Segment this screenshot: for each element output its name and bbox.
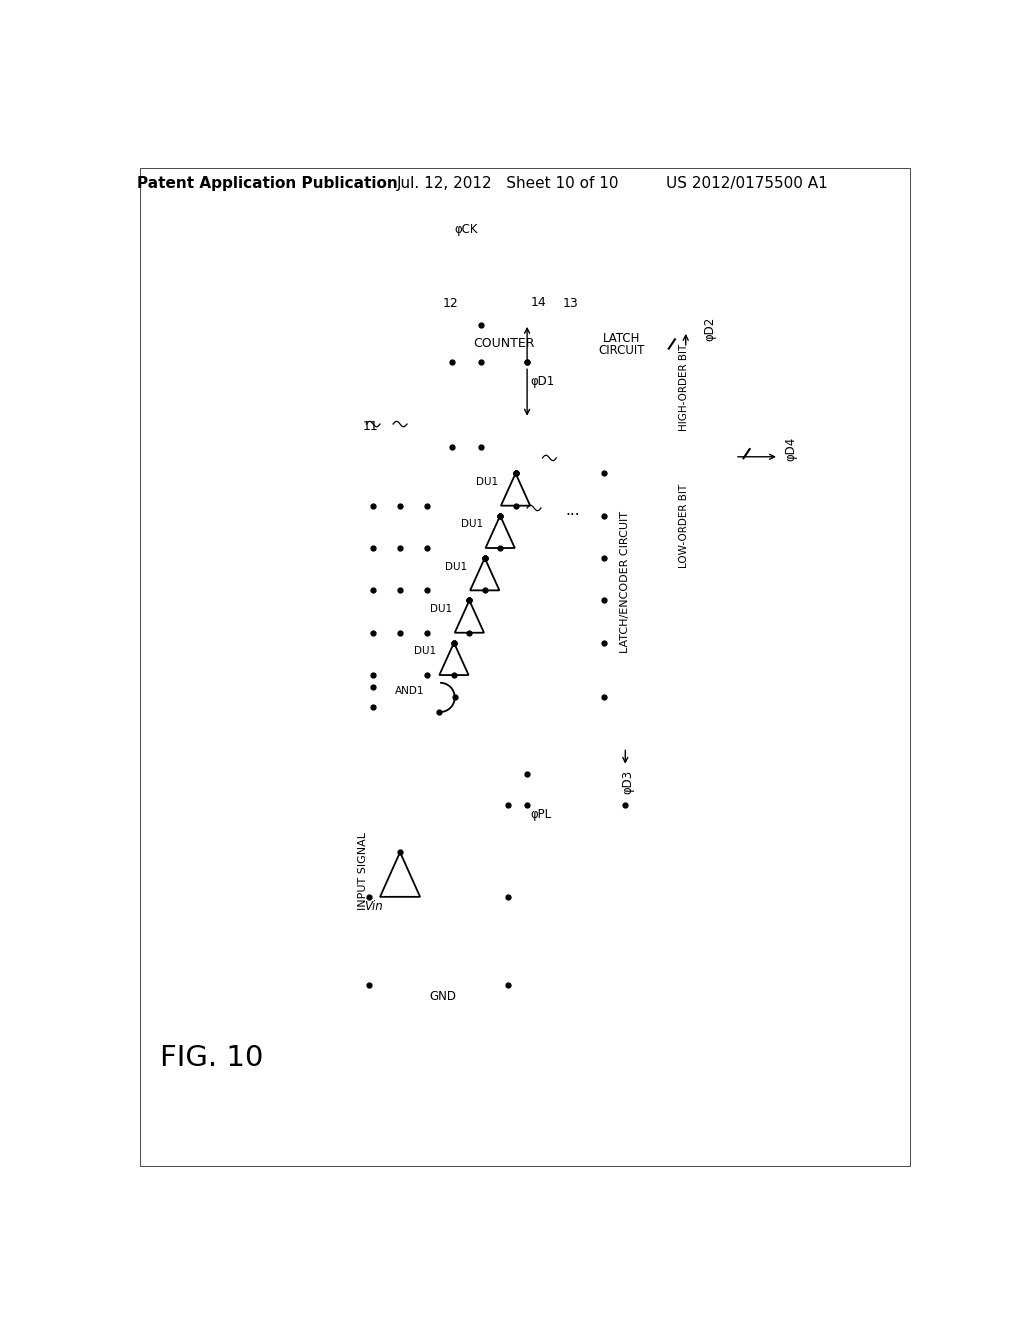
Text: DU1: DU1 (445, 561, 467, 572)
Text: 13: 13 (563, 297, 579, 310)
Bar (466, 326, 543, 363)
Text: LOW-ORDER BIT: LOW-ORDER BIT (679, 484, 689, 568)
Text: φPL: φPL (530, 808, 551, 821)
Text: 11: 11 (362, 420, 379, 433)
Text: AND1: AND1 (395, 686, 425, 696)
Text: INPUT SIGNAL: INPUT SIGNAL (358, 832, 368, 909)
Text: ...: ... (565, 503, 580, 519)
Text: Patent Application Publication: Patent Application Publication (137, 177, 398, 191)
Bar (399, 678, 422, 715)
Text: GND: GND (429, 990, 456, 1003)
Bar (354, 444, 611, 775)
Text: DU1: DU1 (461, 519, 482, 529)
Text: φCK: φCK (455, 223, 478, 236)
Text: Vin: Vin (365, 900, 383, 913)
Bar (670, 331, 698, 444)
Bar (604, 420, 646, 743)
Text: US 2012/0175500 A1: US 2012/0175500 A1 (666, 177, 827, 191)
Text: φD3: φD3 (622, 770, 635, 795)
Text: CIRCUIT: CIRCUIT (598, 343, 645, 356)
Text: HIGH-ORDER BIT: HIGH-ORDER BIT (679, 343, 689, 432)
Text: DU1: DU1 (430, 603, 452, 614)
Text: φD4: φD4 (784, 437, 798, 461)
Text: φD1: φD1 (530, 375, 554, 388)
Text: DU1: DU1 (476, 477, 498, 487)
Text: Jul. 12, 2012   Sheet 10 of 10: Jul. 12, 2012 Sheet 10 of 10 (396, 177, 620, 191)
Text: LATCH: LATCH (603, 333, 640, 345)
Text: 14: 14 (530, 296, 546, 309)
Bar (670, 470, 698, 582)
Bar (585, 326, 658, 363)
Text: FIG. 10: FIG. 10 (160, 1044, 263, 1072)
Text: 12: 12 (442, 297, 458, 310)
Text: COUNTER: COUNTER (473, 338, 535, 351)
Text: DU1: DU1 (415, 647, 436, 656)
Text: LATCH/ENCODER CIRCUIT: LATCH/ENCODER CIRCUIT (621, 511, 631, 653)
Text: φD2: φD2 (703, 317, 716, 341)
